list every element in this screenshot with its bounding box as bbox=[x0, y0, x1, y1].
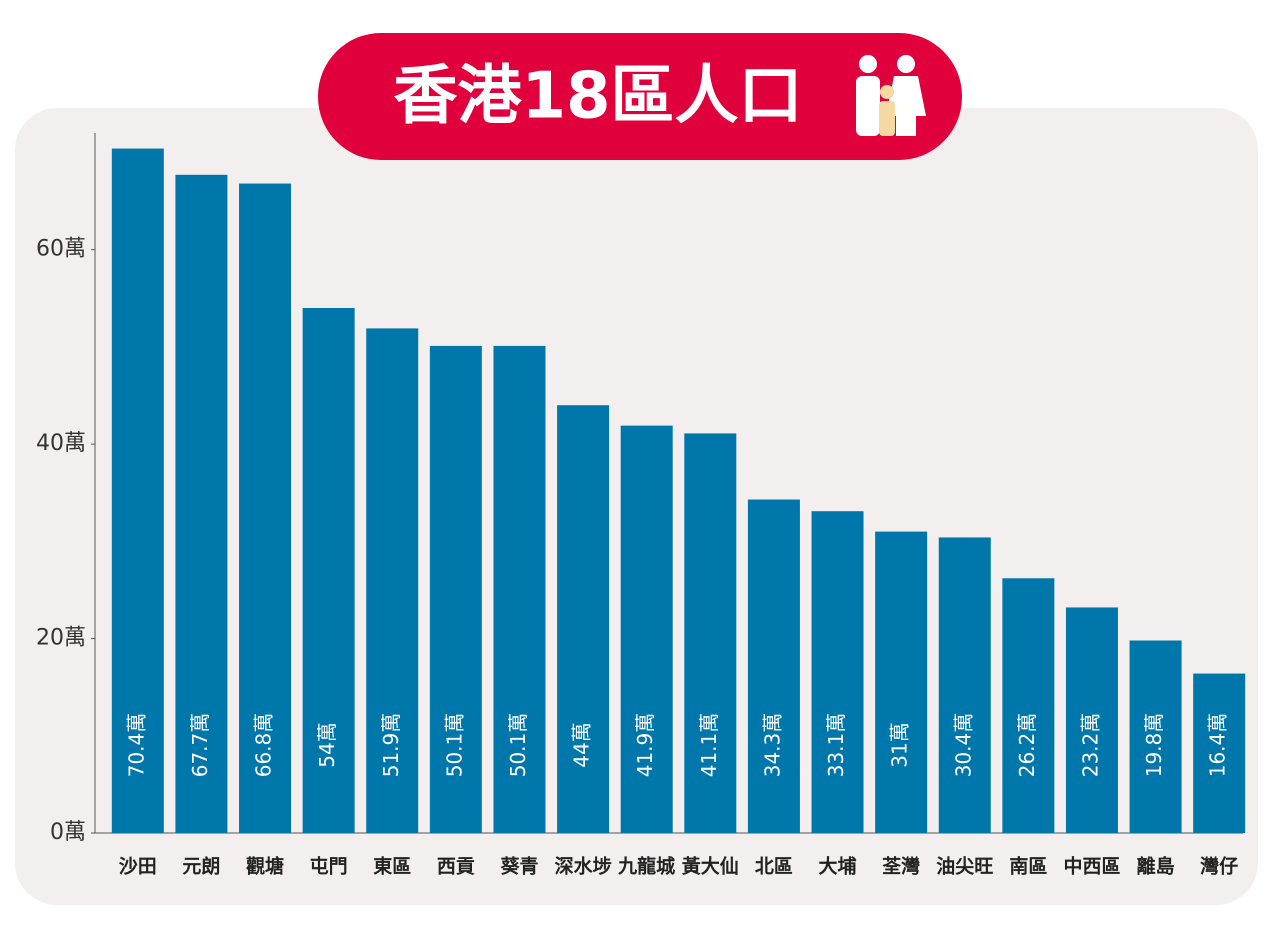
value-label: 50.1萬 bbox=[442, 713, 466, 778]
value-label: 67.7萬 bbox=[188, 713, 212, 778]
family-icon bbox=[856, 55, 926, 136]
chart-title: 香港18區人口 bbox=[393, 60, 802, 134]
bar bbox=[1193, 673, 1246, 833]
x-tick-label: 屯門 bbox=[310, 855, 348, 878]
x-tick-label: 沙田 bbox=[119, 856, 157, 878]
bar bbox=[111, 148, 164, 834]
value-label: 33.1萬 bbox=[824, 713, 848, 778]
bar bbox=[811, 511, 864, 833]
bar bbox=[239, 183, 292, 834]
bar bbox=[875, 531, 928, 833]
x-tick-label: 灣仔 bbox=[1199, 855, 1238, 878]
bar bbox=[1002, 578, 1055, 833]
y-tick-label: 60萬 bbox=[36, 237, 86, 262]
bar bbox=[684, 433, 737, 833]
x-tick-label: 觀塘 bbox=[246, 855, 284, 878]
bar bbox=[747, 499, 800, 833]
x-tick-label: 中西區 bbox=[1063, 855, 1120, 878]
value-label: 34.3萬 bbox=[760, 713, 784, 778]
x-tick-label: 深水埗 bbox=[555, 855, 612, 878]
x-tick-label: 離島 bbox=[1137, 855, 1175, 878]
bar bbox=[493, 345, 546, 833]
value-label: 41.1萬 bbox=[697, 713, 721, 778]
bar bbox=[429, 345, 482, 833]
value-label: 50.1萬 bbox=[506, 713, 530, 778]
x-tick-label: 荃灣 bbox=[882, 855, 920, 878]
bar bbox=[175, 174, 228, 834]
x-tick-label: 西貢 bbox=[437, 856, 475, 878]
bar bbox=[620, 425, 673, 833]
value-label: 19.8萬 bbox=[1142, 713, 1166, 778]
x-tick-label: 北區 bbox=[755, 856, 793, 878]
y-tick-label: 40萬 bbox=[36, 431, 86, 456]
y-tick-label: 0萬 bbox=[50, 820, 86, 845]
value-label: 26.2萬 bbox=[1015, 713, 1039, 778]
value-label: 16.4萬 bbox=[1206, 713, 1230, 778]
bar bbox=[938, 537, 991, 833]
title-pill bbox=[318, 33, 962, 160]
y-tick-label: 20萬 bbox=[36, 626, 86, 651]
x-tick-label: 東區 bbox=[373, 855, 411, 878]
bar bbox=[1065, 607, 1118, 833]
x-tick-label: 葵青 bbox=[499, 855, 538, 878]
bar bbox=[1129, 640, 1182, 833]
x-tick-label: 大埔 bbox=[819, 855, 857, 878]
x-tick-label: 油尖旺 bbox=[936, 855, 993, 878]
bar bbox=[557, 405, 610, 833]
value-label: 70.4萬 bbox=[124, 713, 148, 778]
x-tick-label: 黃大仙 bbox=[682, 855, 739, 878]
value-label: 31萬 bbox=[888, 722, 912, 767]
value-label: 44萬 bbox=[570, 722, 594, 767]
x-tick-label: 南區 bbox=[1009, 856, 1047, 878]
value-label: 30.4萬 bbox=[951, 713, 975, 778]
x-tick-label: 元朗 bbox=[182, 856, 220, 878]
x-tick-label: 九龍城 bbox=[617, 855, 675, 878]
value-label: 54萬 bbox=[315, 722, 339, 767]
bar bbox=[366, 328, 419, 833]
value-label: 66.8萬 bbox=[252, 713, 276, 778]
value-label: 51.9萬 bbox=[379, 713, 403, 778]
value-label: 41.9萬 bbox=[633, 713, 657, 778]
bar bbox=[302, 308, 355, 833]
value-label: 23.2萬 bbox=[1078, 713, 1102, 778]
